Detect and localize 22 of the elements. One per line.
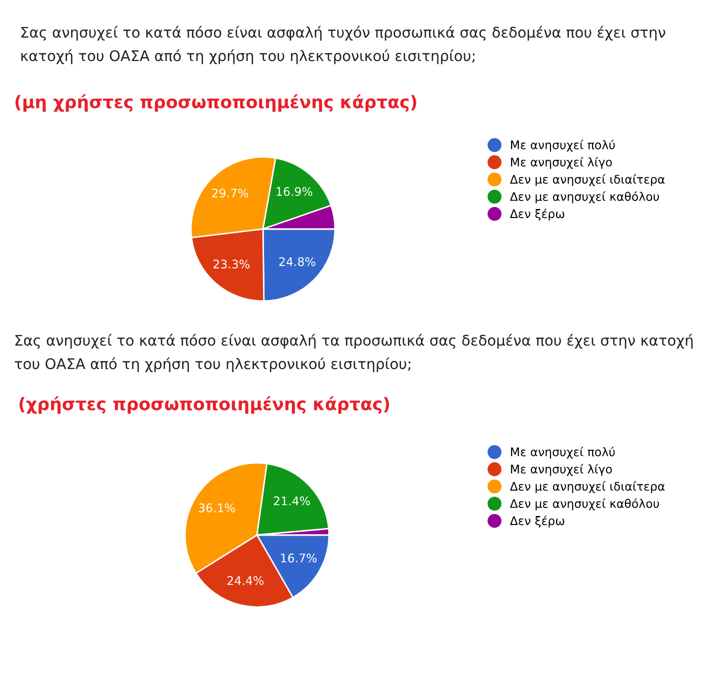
legend-label: Με ανησυχεί λίγο [511,156,612,169]
legend-label: Δεν με ανησυχεί ιδιαίτερα [510,174,665,186]
data-label: 16.9% [276,186,312,196]
legend-label: Δεν με ανησυχεί καθόλου [510,498,659,510]
legend-label: Με ανησυχεί πολύ [511,446,615,459]
data-label: 29.7% [212,188,248,198]
chart-subtitle: (μη χρήστες προσωποποιημένης κάρτας) [15,94,416,112]
legend-label: Δεν με ανησυχεί ιδιαίτερα [510,481,665,494]
data-label: 21.4% [274,496,310,506]
chart-subtitle: (χρήστες προσωποποιημένης κάρτας) [19,396,390,414]
legend-label: Δεν ξέρω [510,208,564,221]
legend-label: Με ανησυχεί λίγο [511,464,612,476]
data-label: 16.7% [281,554,317,562]
legend-label: Δεν ξέρω [510,516,564,528]
data-label: 36.1% [198,503,235,512]
legend-label: Με ανησυχεί πολύ [511,140,615,152]
data-label: 23.3% [213,260,250,269]
data-label: 24.8% [279,257,316,266]
data-label: 24.4% [227,576,264,585]
chart-title: Σας ανησυχεί το κατά πόσο είναι ασφαλή τα προσωπικά σας δεδομένα που έχει στην κατοχή του ΟΑΣΑ από τη χρήση του ηλεκτρονικού εισιτηρίου; [14,334,693,372]
chart-title: Σας ανησυχεί το κατά πόσο είναι ασφαλή τυχόν προσωπικά σας δεδομένα που έχει στην κατοχή του ΟΑΣΑ από τη χρήση του ηλεκτρονικού εισιτηρίου; [21,26,666,64]
legend-label: Δεν με ανησυχεί καθόλου [510,191,659,204]
